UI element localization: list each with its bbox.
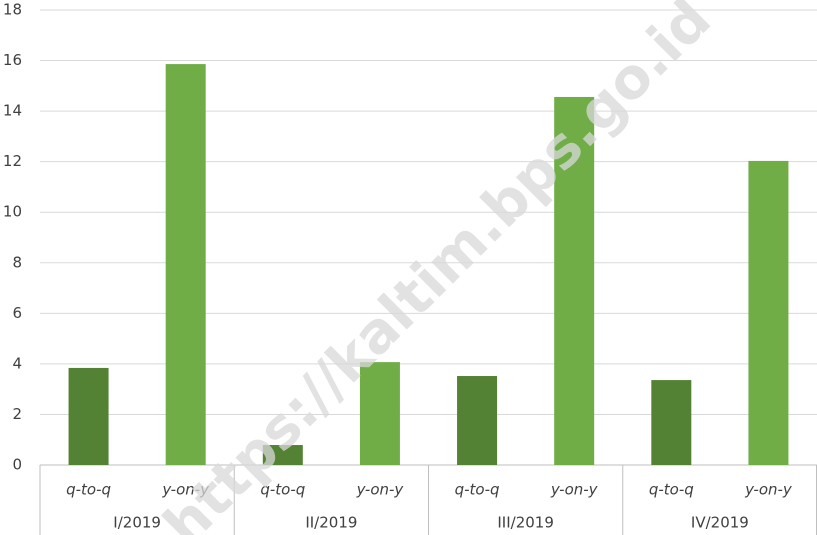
x-tick-label: q-to-q	[260, 481, 305, 499]
y-tick-label: 10	[3, 203, 22, 221]
x-group-label: II/2019	[305, 514, 357, 532]
y-tick-label: 18	[3, 1, 22, 19]
x-tick-label: y-on-y	[161, 481, 210, 499]
watermark: https://kaltim.bps.go.id	[152, 0, 724, 535]
x-group-label: IV/2019	[691, 514, 749, 532]
y-tick-label: 12	[3, 152, 22, 170]
y-tick-label: 2	[12, 405, 22, 423]
y-tick-label: 6	[12, 304, 22, 322]
bar	[165, 64, 206, 465]
bar	[68, 367, 109, 465]
x-tick-label: y-on-y	[550, 481, 599, 499]
bar	[262, 445, 303, 465]
y-tick-label: 16	[3, 51, 22, 69]
x-tick-label: q-to-q	[455, 481, 500, 499]
bar	[554, 96, 595, 465]
bar	[457, 376, 498, 465]
bar	[651, 380, 692, 465]
y-tick-label: 14	[3, 102, 22, 120]
x-tick-label: q-to-q	[66, 481, 111, 499]
x-group-label: III/2019	[497, 514, 554, 532]
x-tick-label: y-on-y	[356, 481, 405, 499]
bar	[359, 362, 400, 465]
y-tick-label: 0	[12, 456, 22, 474]
x-tick-label: y-on-y	[744, 481, 793, 499]
y-tick-label: 4	[12, 354, 22, 372]
bar	[748, 160, 789, 466]
x-tick-label: q-to-q	[649, 481, 694, 499]
y-tick-label: 8	[12, 253, 22, 271]
x-group-label: I/2019	[113, 514, 161, 532]
